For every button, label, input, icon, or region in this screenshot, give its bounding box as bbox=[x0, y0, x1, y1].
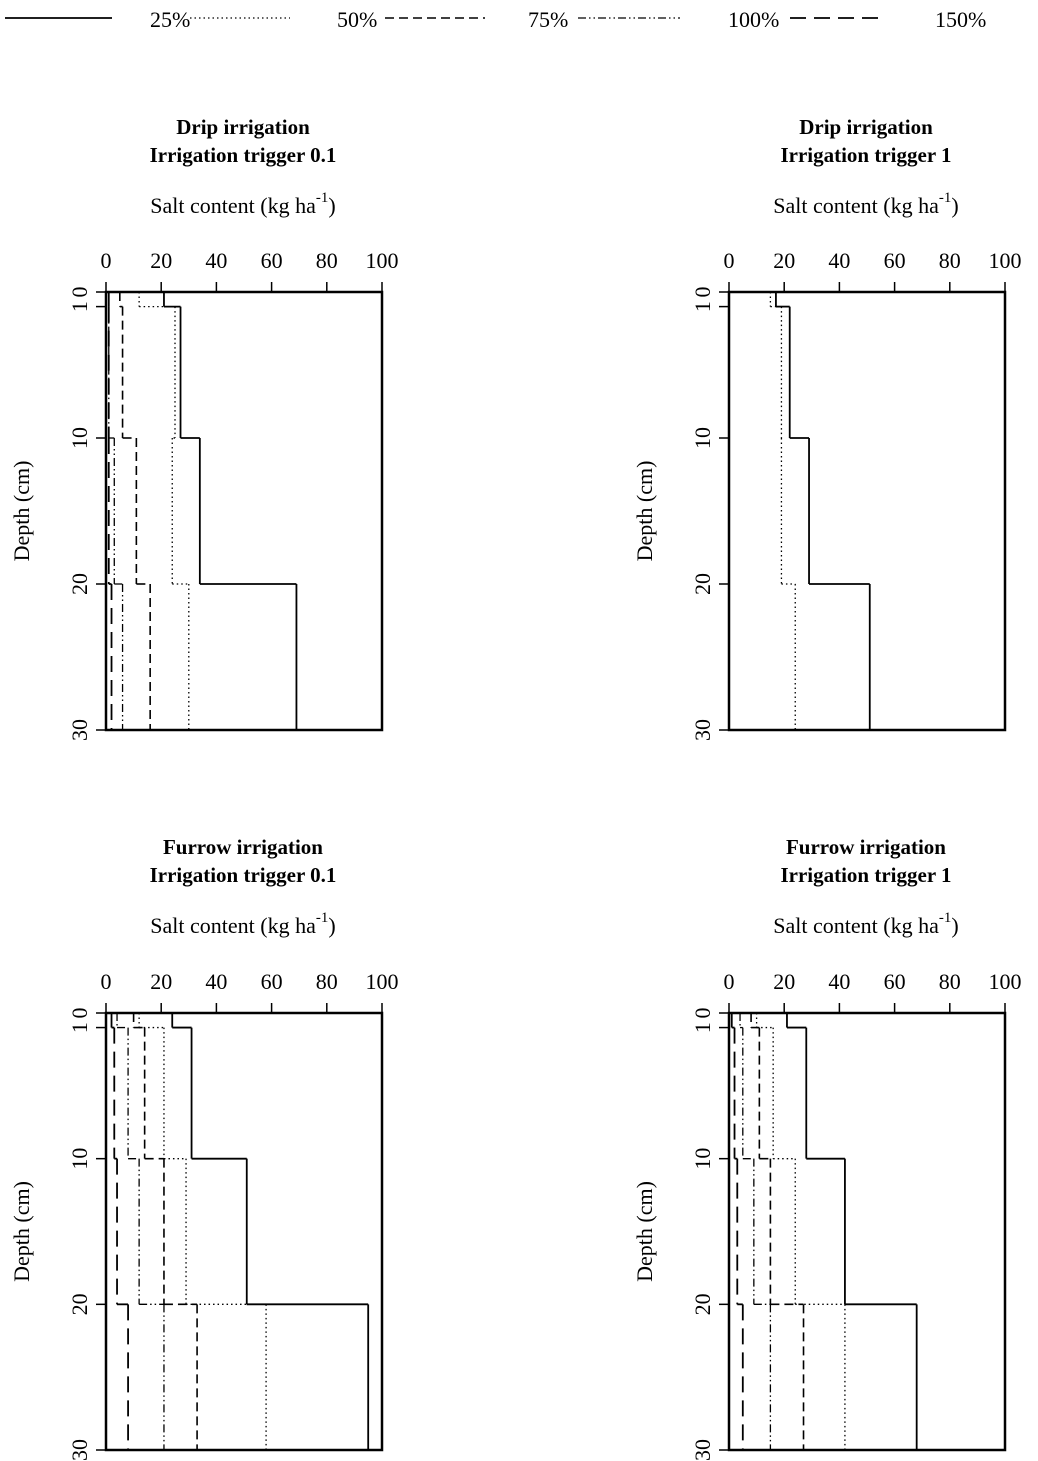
x-axis-label-close: ) bbox=[328, 193, 335, 218]
x-tick-label: 100 bbox=[989, 969, 1022, 994]
x-tick-label: 80 bbox=[316, 248, 338, 273]
y-tick-label: 10 bbox=[67, 1148, 92, 1170]
x-tick-label: 100 bbox=[989, 248, 1022, 273]
y-tick-label: 30 bbox=[67, 719, 92, 741]
x-tick-label: 20 bbox=[150, 969, 172, 994]
x-tick-label: 20 bbox=[773, 969, 795, 994]
y-axis-label: Depth (cm) bbox=[9, 461, 34, 562]
x-axis-label-close: ) bbox=[951, 913, 958, 938]
y-tick-label: 20 bbox=[690, 1293, 715, 1315]
x-tick-label: 60 bbox=[884, 969, 906, 994]
x-tick-label: 80 bbox=[316, 969, 338, 994]
x-axis-label-sup: -1 bbox=[939, 910, 952, 926]
x-tick-label: 0 bbox=[101, 248, 112, 273]
y-tick-label: 1 bbox=[690, 1022, 715, 1033]
legend-label: 25% bbox=[150, 7, 190, 32]
x-axis-label: Salt content (kg ha-1) bbox=[773, 910, 958, 938]
x-tick-label: 20 bbox=[773, 248, 795, 273]
y-tick-label: 20 bbox=[690, 573, 715, 595]
x-tick-label: 40 bbox=[205, 248, 227, 273]
y-tick-label: 10 bbox=[67, 427, 92, 449]
x-axis-label-sup: -1 bbox=[316, 910, 329, 926]
plot-frame bbox=[727, 1011, 1007, 1452]
y-tick-label: 20 bbox=[67, 1293, 92, 1315]
x-tick-label: 0 bbox=[101, 969, 112, 994]
x-tick-label: 60 bbox=[884, 248, 906, 273]
y-tick-label: 0 bbox=[690, 287, 715, 298]
y-tick-label: 1 bbox=[67, 1022, 92, 1033]
x-axis-label-close: ) bbox=[951, 193, 958, 218]
x-axis-label-text: Salt content (kg ha bbox=[150, 193, 316, 218]
plot-frame bbox=[727, 290, 1007, 732]
x-tick-label: 60 bbox=[261, 969, 283, 994]
x-axis-label-sup: -1 bbox=[939, 190, 952, 206]
legend-label: 150% bbox=[935, 7, 986, 32]
chart-title: Irrigation trigger 0.1 bbox=[150, 863, 337, 887]
chart-title: Drip irrigation bbox=[799, 115, 933, 139]
y-axis-label: Depth (cm) bbox=[9, 1181, 34, 1282]
y-tick-label: 30 bbox=[690, 1439, 715, 1461]
x-tick-label: 80 bbox=[939, 248, 961, 273]
x-axis-label: Salt content (kg ha-1) bbox=[150, 190, 335, 218]
y-tick-label: 10 bbox=[690, 427, 715, 449]
x-axis-label: Salt content (kg ha-1) bbox=[150, 910, 335, 938]
x-axis-label-sup: -1 bbox=[316, 190, 329, 206]
chart-title: Furrow irrigation bbox=[786, 835, 946, 859]
x-tick-label: 40 bbox=[205, 969, 227, 994]
x-tick-label: 100 bbox=[366, 248, 399, 273]
x-tick-label: 40 bbox=[828, 248, 850, 273]
x-tick-label: 80 bbox=[939, 969, 961, 994]
x-axis-label-text: Salt content (kg ha bbox=[773, 193, 939, 218]
x-axis-label: Salt content (kg ha-1) bbox=[773, 190, 958, 218]
chart-title: Furrow irrigation bbox=[163, 835, 323, 859]
y-tick-label: 0 bbox=[67, 1008, 92, 1019]
x-tick-label: 100 bbox=[366, 969, 399, 994]
y-axis-label: Depth (cm) bbox=[632, 1181, 657, 1282]
chart-title: Drip irrigation bbox=[176, 115, 310, 139]
y-tick-label: 1 bbox=[690, 301, 715, 312]
y-tick-label: 30 bbox=[690, 719, 715, 741]
y-tick-label: 0 bbox=[690, 1008, 715, 1019]
legend-label: 100% bbox=[728, 7, 779, 32]
legend-label: 50% bbox=[337, 7, 377, 32]
legend-label: 75% bbox=[528, 7, 568, 32]
y-tick-label: 1 bbox=[67, 301, 92, 312]
plot-frame bbox=[104, 290, 384, 732]
x-tick-label: 0 bbox=[724, 969, 735, 994]
x-tick-label: 0 bbox=[724, 248, 735, 273]
x-tick-label: 60 bbox=[261, 248, 283, 273]
chart-title: Irrigation trigger 1 bbox=[780, 143, 951, 167]
chart-title: Irrigation trigger 0.1 bbox=[150, 143, 337, 167]
plot-frame bbox=[104, 1011, 384, 1452]
y-tick-label: 30 bbox=[67, 1439, 92, 1461]
x-axis-label-text: Salt content (kg ha bbox=[150, 913, 316, 938]
chart-title: Irrigation trigger 1 bbox=[780, 863, 951, 887]
x-axis-label-close: ) bbox=[328, 913, 335, 938]
y-axis-label: Depth (cm) bbox=[632, 461, 657, 562]
x-tick-label: 20 bbox=[150, 248, 172, 273]
x-axis-label-text: Salt content (kg ha bbox=[773, 913, 939, 938]
x-tick-label: 40 bbox=[828, 969, 850, 994]
y-tick-label: 20 bbox=[67, 573, 92, 595]
y-tick-label: 0 bbox=[67, 287, 92, 298]
y-tick-label: 10 bbox=[690, 1148, 715, 1170]
